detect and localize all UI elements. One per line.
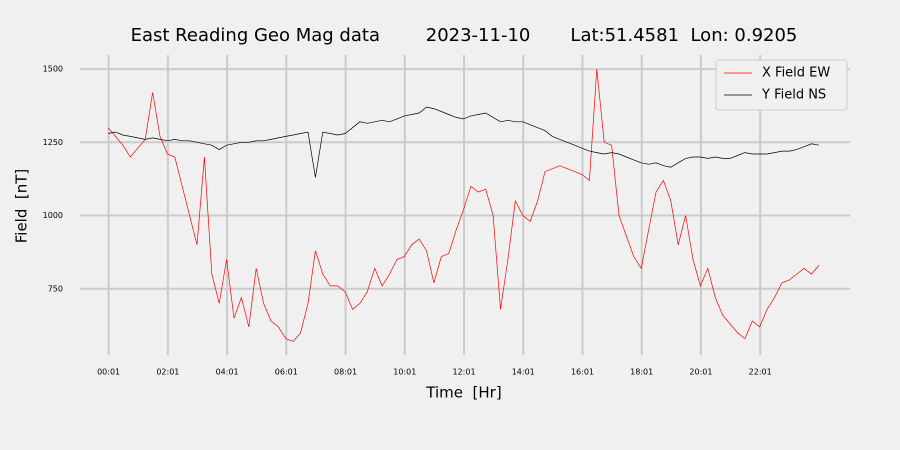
y-tick-label: 750 xyxy=(48,284,63,293)
x-tick-label: 20:01 xyxy=(689,368,712,377)
y-tick-label: 1000 xyxy=(43,211,63,220)
x-tick-label: 04:01 xyxy=(216,368,239,377)
x-tick-label: 22:01 xyxy=(749,368,772,377)
legend-box xyxy=(715,59,848,111)
x-tick-label: 06:01 xyxy=(275,368,298,377)
x-tick-label: 14:01 xyxy=(512,368,535,377)
legend-label: Y Field NS xyxy=(761,88,826,103)
y-axis-label: Field [nT] xyxy=(13,169,31,244)
data-line xyxy=(107,69,820,342)
y-tick-label: 1500 xyxy=(43,65,63,74)
x-tick-label: 08:01 xyxy=(334,368,357,377)
x-tick-label: 02:01 xyxy=(156,368,179,377)
legend: X Field EW Y Field NS xyxy=(715,59,848,111)
x-tick-label: 12:01 xyxy=(452,368,475,377)
data-line xyxy=(108,106,819,178)
x-tick-label: 10:01 xyxy=(393,368,416,377)
x-axis-label: Time [Hr] xyxy=(425,384,501,402)
legend-label: X Field EW xyxy=(762,66,830,81)
x-tick-label: 00:01 xyxy=(97,368,120,377)
x-tick-label: 18:01 xyxy=(630,368,653,377)
x-tick-label: 16:01 xyxy=(571,368,594,377)
y-tick-label: 1250 xyxy=(43,138,63,147)
chart-title: East Reading Geo Mag data 2023-11-10 Lat… xyxy=(131,25,798,46)
